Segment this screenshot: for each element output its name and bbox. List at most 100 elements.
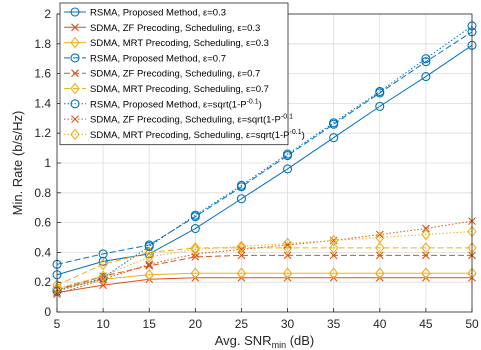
y-tick-label: 2: [44, 7, 51, 21]
circle-marker: [190, 210, 200, 220]
legend-label: SDMA, ZF Precoding, Scheduling, ε=0.7: [90, 69, 260, 80]
legend-label: SDMA, MRT Precoding, Scheduling, ε=0.7: [90, 84, 269, 95]
circle-marker: [283, 149, 293, 159]
legend-entry: RSMA, Proposed Method, ε=sqrt(1-P-0.1): [64, 98, 262, 110]
series-line: [56, 254, 472, 291]
x-marker: [237, 251, 246, 260]
diamond-marker: [98, 258, 108, 271]
diamond-marker: [236, 267, 247, 280]
legend-entry: SDMA, ZF Precoding, Scheduling, ε=0.7: [64, 69, 260, 80]
diamond-marker: [421, 242, 431, 254]
series-line: [56, 31, 473, 265]
x-marker-stroke: [421, 251, 430, 260]
y-tick-label: 0: [44, 305, 51, 319]
y-tick-label: 1.8: [34, 37, 51, 51]
x-tick-label: 25: [235, 317, 249, 331]
series-6: [52, 242, 477, 292]
legend-label: RSMA, Proposed Method, ε=0.7: [90, 53, 226, 64]
circle-marker: [421, 57, 431, 67]
series-5: [53, 251, 476, 294]
legend-label: SDMA, ZF Precoding, Scheduling, ε=0.3: [90, 23, 260, 34]
x-marker-stroke: [283, 251, 292, 260]
diamond-marker: [421, 267, 431, 280]
x-marker: [375, 251, 384, 260]
diamond-marker: [375, 267, 385, 280]
circle-marker: [329, 133, 339, 143]
series-line: [56, 220, 473, 295]
legend-entry: SDMA, ZF Precoding, Scheduling, ε=0.3: [64, 23, 260, 34]
circle-marker: [98, 256, 108, 266]
x-marker: [145, 260, 154, 269]
diamond-marker: [328, 242, 339, 254]
diamond-marker: [282, 237, 293, 250]
x-marker: [99, 275, 108, 284]
circle-marker: [144, 241, 154, 251]
legend-label: SDMA, ZF Precoding, Scheduling, ε=sqrt(1…: [90, 114, 293, 126]
y-tick-label: 0.8: [34, 186, 51, 200]
x-marker-stroke: [283, 241, 292, 249]
legend-entry: RSMA, Proposed Method, ε=0.3: [64, 7, 226, 19]
x-tick-label: 15: [143, 317, 157, 331]
x-marker: [329, 251, 338, 260]
series-7: [52, 21, 477, 296]
x-marker-stroke: [191, 252, 200, 261]
x-marker: [283, 241, 292, 249]
diamond-marker: [190, 242, 201, 254]
circle-marker: [329, 118, 339, 128]
y-tick-label: 0.6: [34, 216, 51, 230]
x-marker-stroke: [71, 23, 79, 32]
series-3: [52, 267, 477, 296]
y-axis-label: Min. Rate (b/s/Hz): [10, 111, 25, 216]
series-line: [56, 25, 473, 292]
x-marker-stroke: [421, 224, 430, 233]
diamond-marker: [282, 267, 293, 280]
x-marker-stroke: [145, 260, 154, 269]
x-marker-stroke: [375, 251, 384, 260]
legend-label: RSMA, Proposed Method, ε=sqrt(1-P-0.1): [90, 98, 262, 110]
circle-marker: [283, 164, 293, 174]
x-marker: [237, 245, 246, 254]
x-marker: [283, 251, 292, 260]
circle-marker: [70, 99, 80, 109]
legend-label: RSMA, Proposed Method, ε=0.3: [90, 8, 226, 19]
diamond-marker: [70, 128, 80, 141]
circle-marker: [190, 224, 200, 234]
series-line: [56, 44, 473, 276]
circle-marker: [236, 194, 246, 204]
diamond-marker: [144, 268, 154, 281]
x-marker: [71, 23, 79, 32]
diamond-marker: [70, 82, 80, 95]
legend-entry: SDMA, MRT Precoding, Scheduling, ε=0.3: [64, 36, 269, 49]
circle-marker: [70, 53, 80, 63]
x-marker-stroke: [329, 251, 338, 260]
series-line: [56, 272, 472, 291]
diamond-marker: [144, 246, 154, 259]
x-tick-label: 50: [465, 317, 479, 331]
series-line: [56, 247, 472, 286]
circle-marker: [375, 86, 385, 97]
x-tick-label: 5: [54, 317, 61, 331]
diamond-marker: [236, 240, 247, 253]
x-marker-stroke: [99, 281, 108, 290]
diamond-marker: [190, 243, 201, 256]
y-tick-label: 1.4: [34, 96, 51, 110]
x-marker-stroke: [99, 275, 108, 284]
diamond-marker: [282, 242, 293, 254]
diamond-marker: [375, 242, 385, 254]
circle-marker: [421, 54, 431, 64]
axes: 5 10 15 20 25 30 35 40 45 50 0 0.2 0.4 0.6 0.8 1 1.2 1.4 1…: [34, 7, 479, 331]
legend-box: [59, 2, 289, 146]
x-marker: [71, 115, 79, 123]
x-marker-stroke: [71, 69, 79, 78]
diamond-marker: [144, 250, 154, 263]
legend-entry: SDMA, MRT Precoding, Scheduling, ε=0.7: [64, 82, 269, 95]
diamond-marker: [328, 234, 339, 247]
x-marker: [191, 252, 200, 261]
x-marker: [421, 224, 430, 233]
x-marker: [421, 251, 430, 260]
circle-marker: [421, 72, 431, 82]
x-marker-stroke: [375, 230, 384, 239]
x-tick-label: 20: [189, 317, 203, 331]
diamond-marker: [421, 228, 431, 241]
